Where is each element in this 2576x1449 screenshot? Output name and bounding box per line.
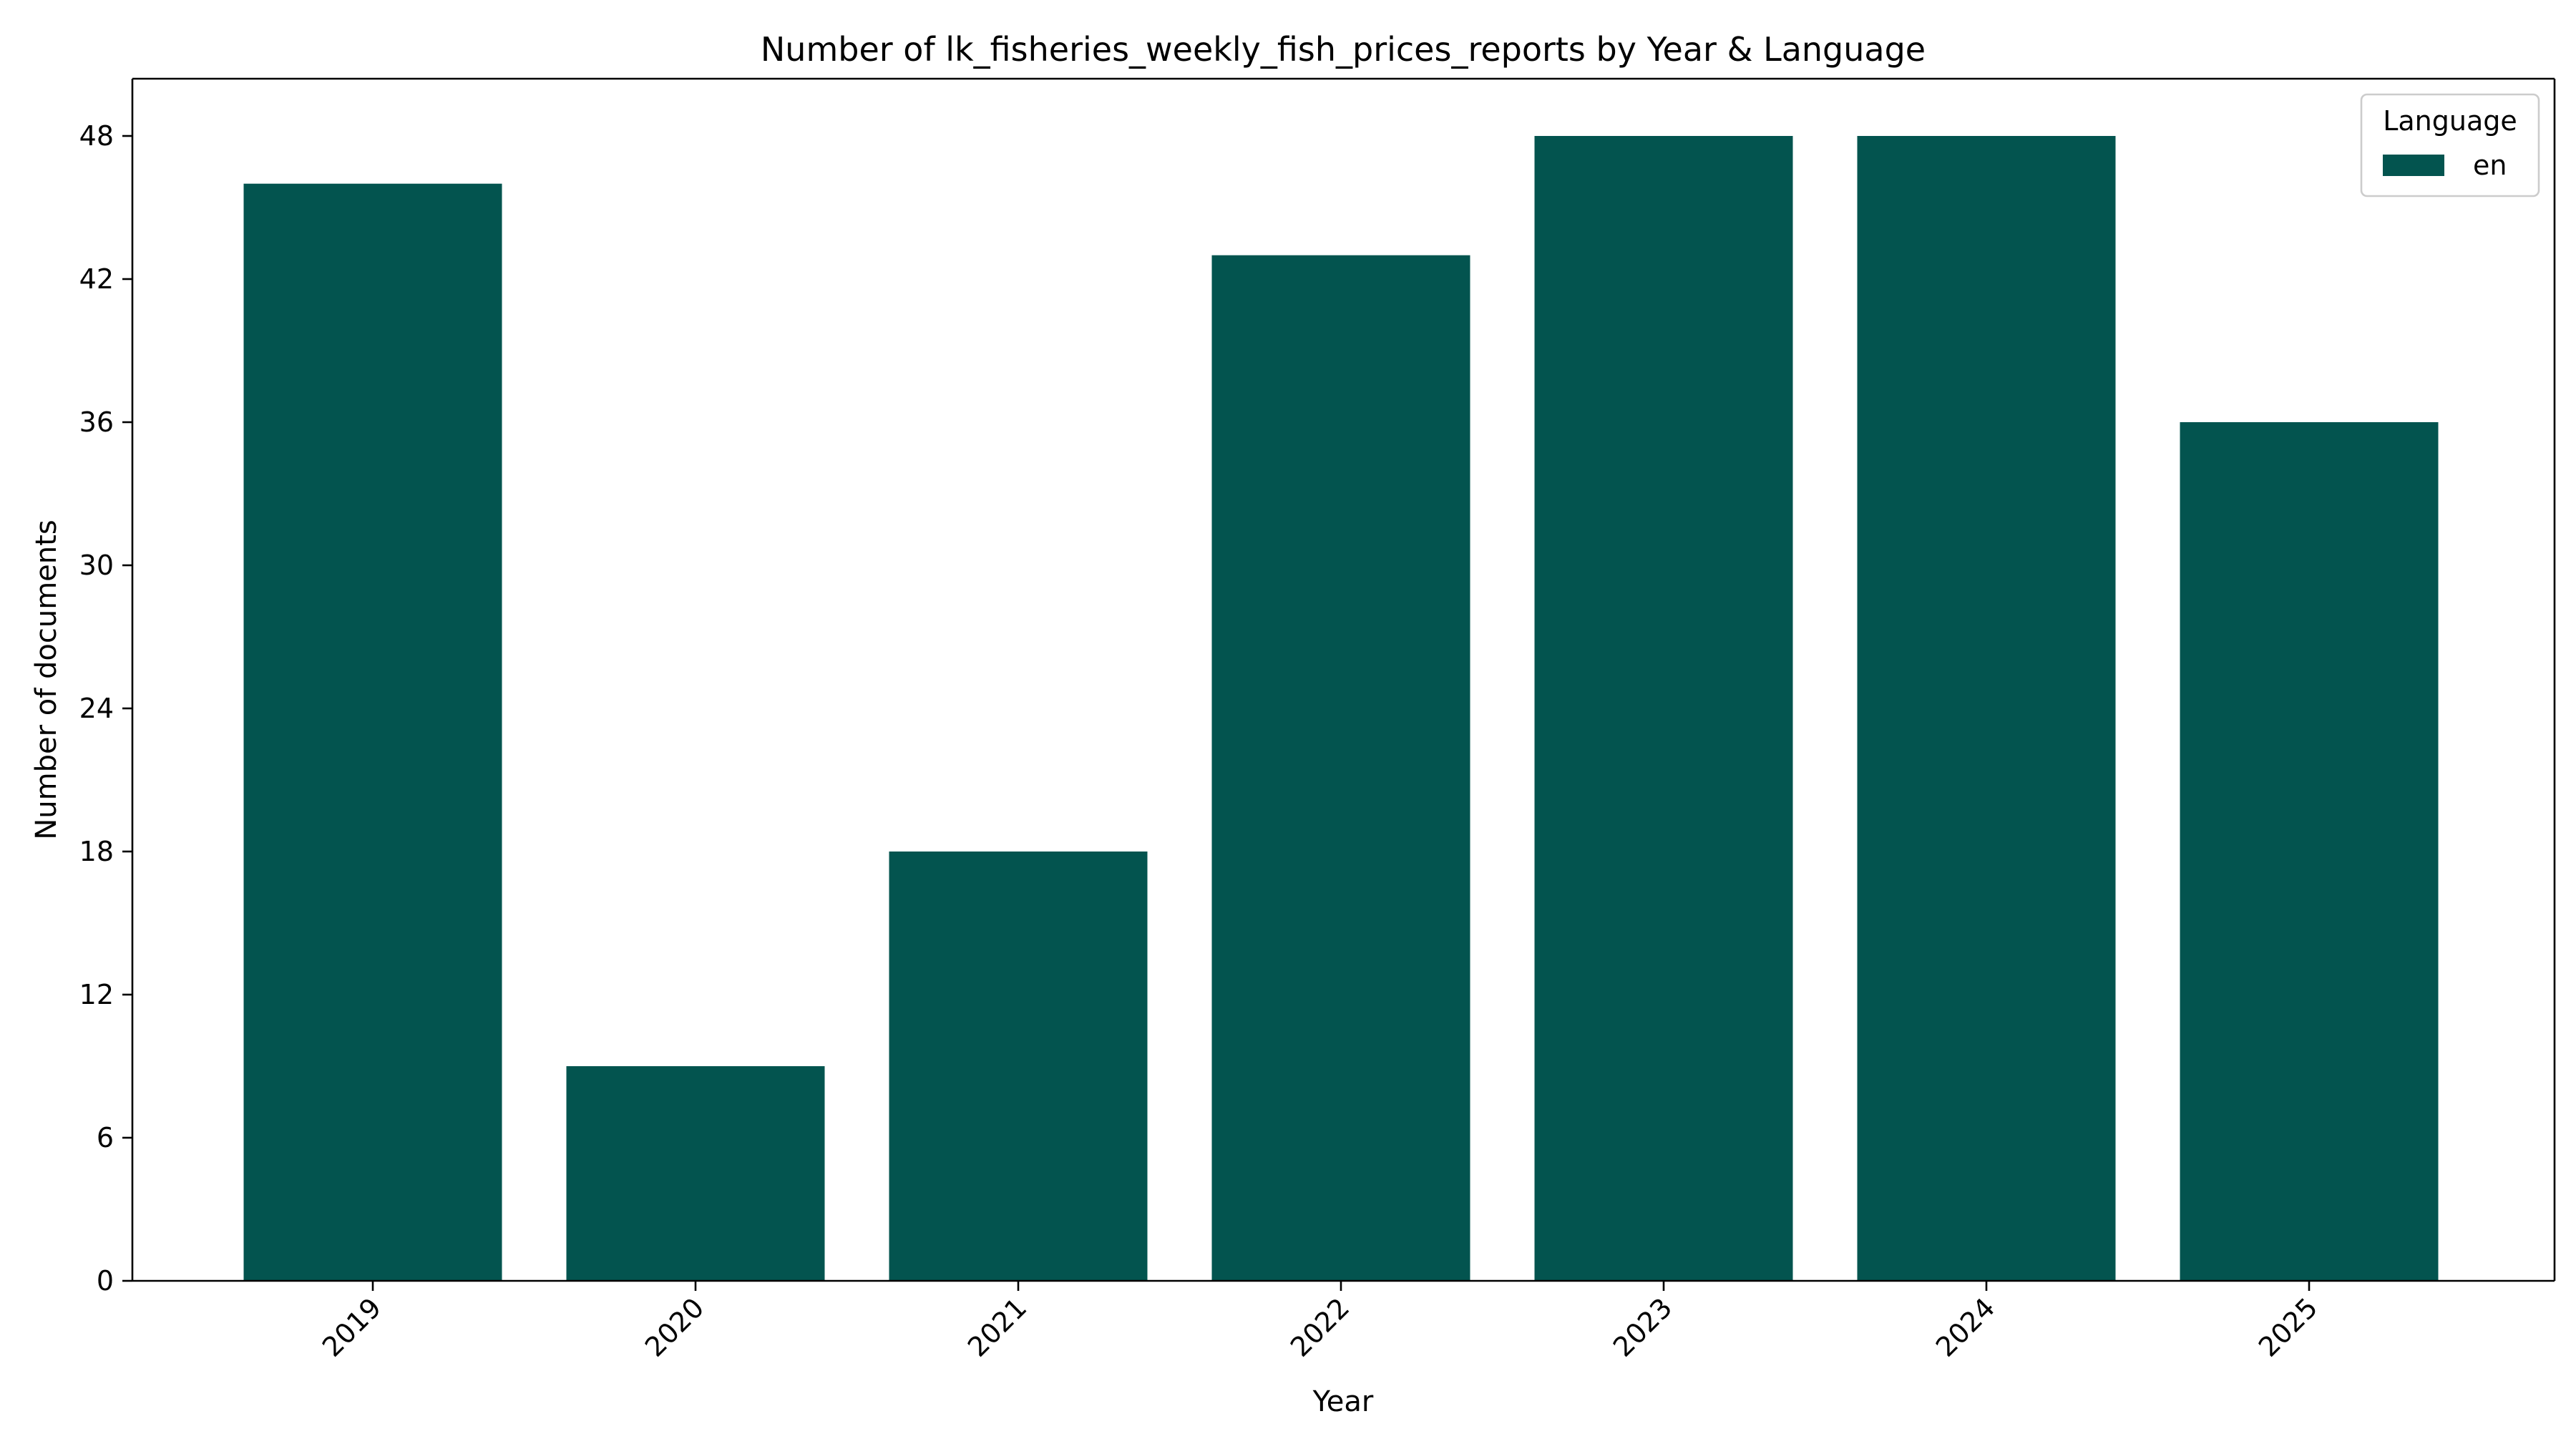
y-axis-ticks: 0 6 12 18 24 30 36 42 48 [79, 120, 132, 1297]
y-tick-label-24: 24 [79, 693, 114, 724]
y-tick-label-48: 48 [79, 120, 114, 152]
bar-2021 [889, 852, 1148, 1281]
legend-label-en: en [2473, 150, 2507, 181]
bar-2019 [243, 183, 502, 1282]
y-tick-label-0: 0 [97, 1265, 114, 1297]
bar-2023 [1534, 136, 1793, 1281]
y-tick-label-30: 30 [79, 550, 114, 581]
y-tick-label-12: 12 [79, 979, 114, 1010]
chart-title: Number of lk_fisheries_weekly_fish_price… [761, 30, 1926, 69]
y-tick-label-18: 18 [79, 836, 114, 867]
y-tick-label-36: 36 [79, 406, 114, 438]
legend: Language en [2360, 93, 2540, 197]
bar-2020 [566, 1066, 825, 1281]
y-tick-label-42: 42 [79, 263, 114, 295]
legend-title: Language [2383, 105, 2517, 137]
bar-2022 [1211, 255, 1470, 1282]
y-axis-label: Number of documents [30, 519, 63, 839]
bar-2025 [2180, 422, 2439, 1281]
y-tick-label-6: 6 [97, 1122, 114, 1153]
legend-swatch-en [2383, 155, 2444, 176]
bar-2024 [1857, 136, 2116, 1281]
bars-group [243, 136, 2439, 1282]
x-axis-label: Year [1312, 1385, 1374, 1418]
